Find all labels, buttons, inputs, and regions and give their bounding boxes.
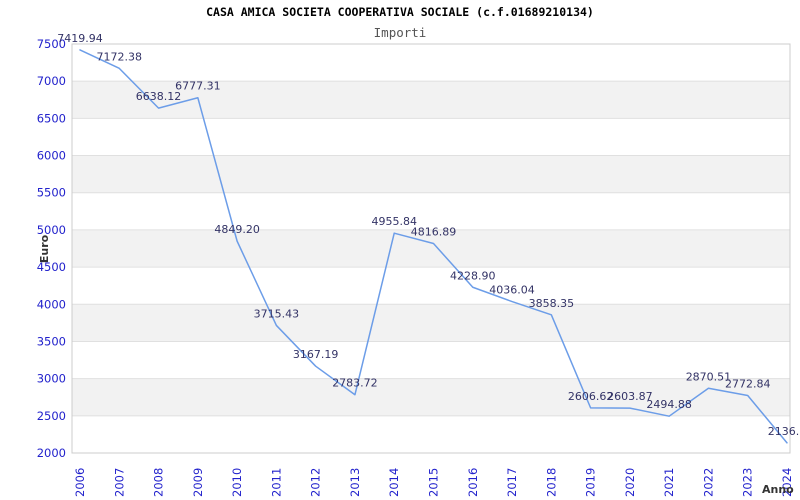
- x-tick-label: 2011: [269, 468, 283, 497]
- point-label: 2494.88: [646, 398, 692, 411]
- x-tick-label: 2015: [427, 468, 441, 497]
- y-tick-label: 6000: [37, 149, 66, 163]
- y-tick-label: 2500: [37, 409, 66, 423]
- plot-band: [72, 378, 790, 416]
- point-label: 4849.20: [214, 223, 260, 236]
- point-label: 6777.31: [175, 80, 221, 93]
- point-label: 2772.84: [725, 378, 771, 391]
- chart-title: CASA AMICA SOCIETA COOPERATIVA SOCIALE (…: [206, 5, 594, 19]
- point-label: 4228.90: [450, 269, 496, 282]
- point-label: 4816.89: [411, 226, 457, 239]
- x-tick-label: 2018: [544, 468, 558, 497]
- x-tick-label: 2022: [701, 468, 715, 497]
- x-tick-label: 2021: [662, 468, 676, 497]
- point-label: 2136.6: [768, 425, 800, 438]
- x-tick-label: 2016: [466, 468, 480, 497]
- y-tick-label: 5000: [37, 223, 66, 237]
- x-tick-label: 2017: [505, 468, 519, 497]
- x-tick-label: 2009: [191, 468, 205, 497]
- x-tick-label: 2007: [112, 468, 126, 497]
- point-label: 7172.38: [97, 50, 143, 63]
- y-tick-label: 6500: [37, 111, 66, 125]
- x-tick-label: 2006: [73, 468, 87, 497]
- point-label: 2606.62: [568, 390, 614, 403]
- y-tick-label: 3000: [37, 372, 66, 386]
- point-label: 3167.19: [293, 348, 339, 361]
- plot-band: [72, 155, 790, 193]
- point-label: 4955.84: [371, 215, 417, 228]
- y-tick-label: 7000: [37, 74, 66, 88]
- y-tick-label: 2000: [37, 446, 66, 460]
- point-label: 3715.43: [254, 307, 300, 320]
- plot-frame: [71, 43, 791, 454]
- plot-band: [72, 304, 790, 342]
- point-label: 7419.94: [57, 32, 103, 45]
- point-label: 4036.04: [489, 284, 535, 297]
- x-tick-label: 2012: [309, 468, 323, 497]
- y-tick-label: 7500: [37, 37, 66, 51]
- point-label: 2870.51: [686, 370, 732, 383]
- y-tick-label: 4000: [37, 297, 66, 311]
- x-tick-label: 2023: [741, 468, 755, 497]
- point-label: 6638.12: [136, 90, 182, 103]
- y-tick-label: 4500: [37, 260, 66, 274]
- data-line: [79, 49, 788, 444]
- y-tick-label: 3500: [37, 334, 66, 348]
- y-axis-title: Euro: [38, 234, 51, 263]
- x-tick-label: 2019: [584, 468, 598, 497]
- point-label: 2783.72: [332, 377, 378, 390]
- x-tick-label: 2014: [387, 468, 401, 497]
- y-tick-label: 5500: [37, 186, 66, 200]
- x-axis-title: Anno: [762, 483, 794, 496]
- chart-subtitle: Importi: [373, 25, 427, 40]
- x-tick-label: 2010: [230, 468, 244, 497]
- plot-band: [72, 229, 790, 268]
- point-label: 2603.87: [607, 390, 653, 403]
- point-label: 3858.35: [529, 297, 575, 310]
- x-tick-label: 2013: [348, 468, 362, 497]
- x-tick-label: 2020: [623, 468, 637, 497]
- x-tick-label: 2008: [152, 468, 166, 497]
- x-tick-label: 2024: [780, 468, 794, 497]
